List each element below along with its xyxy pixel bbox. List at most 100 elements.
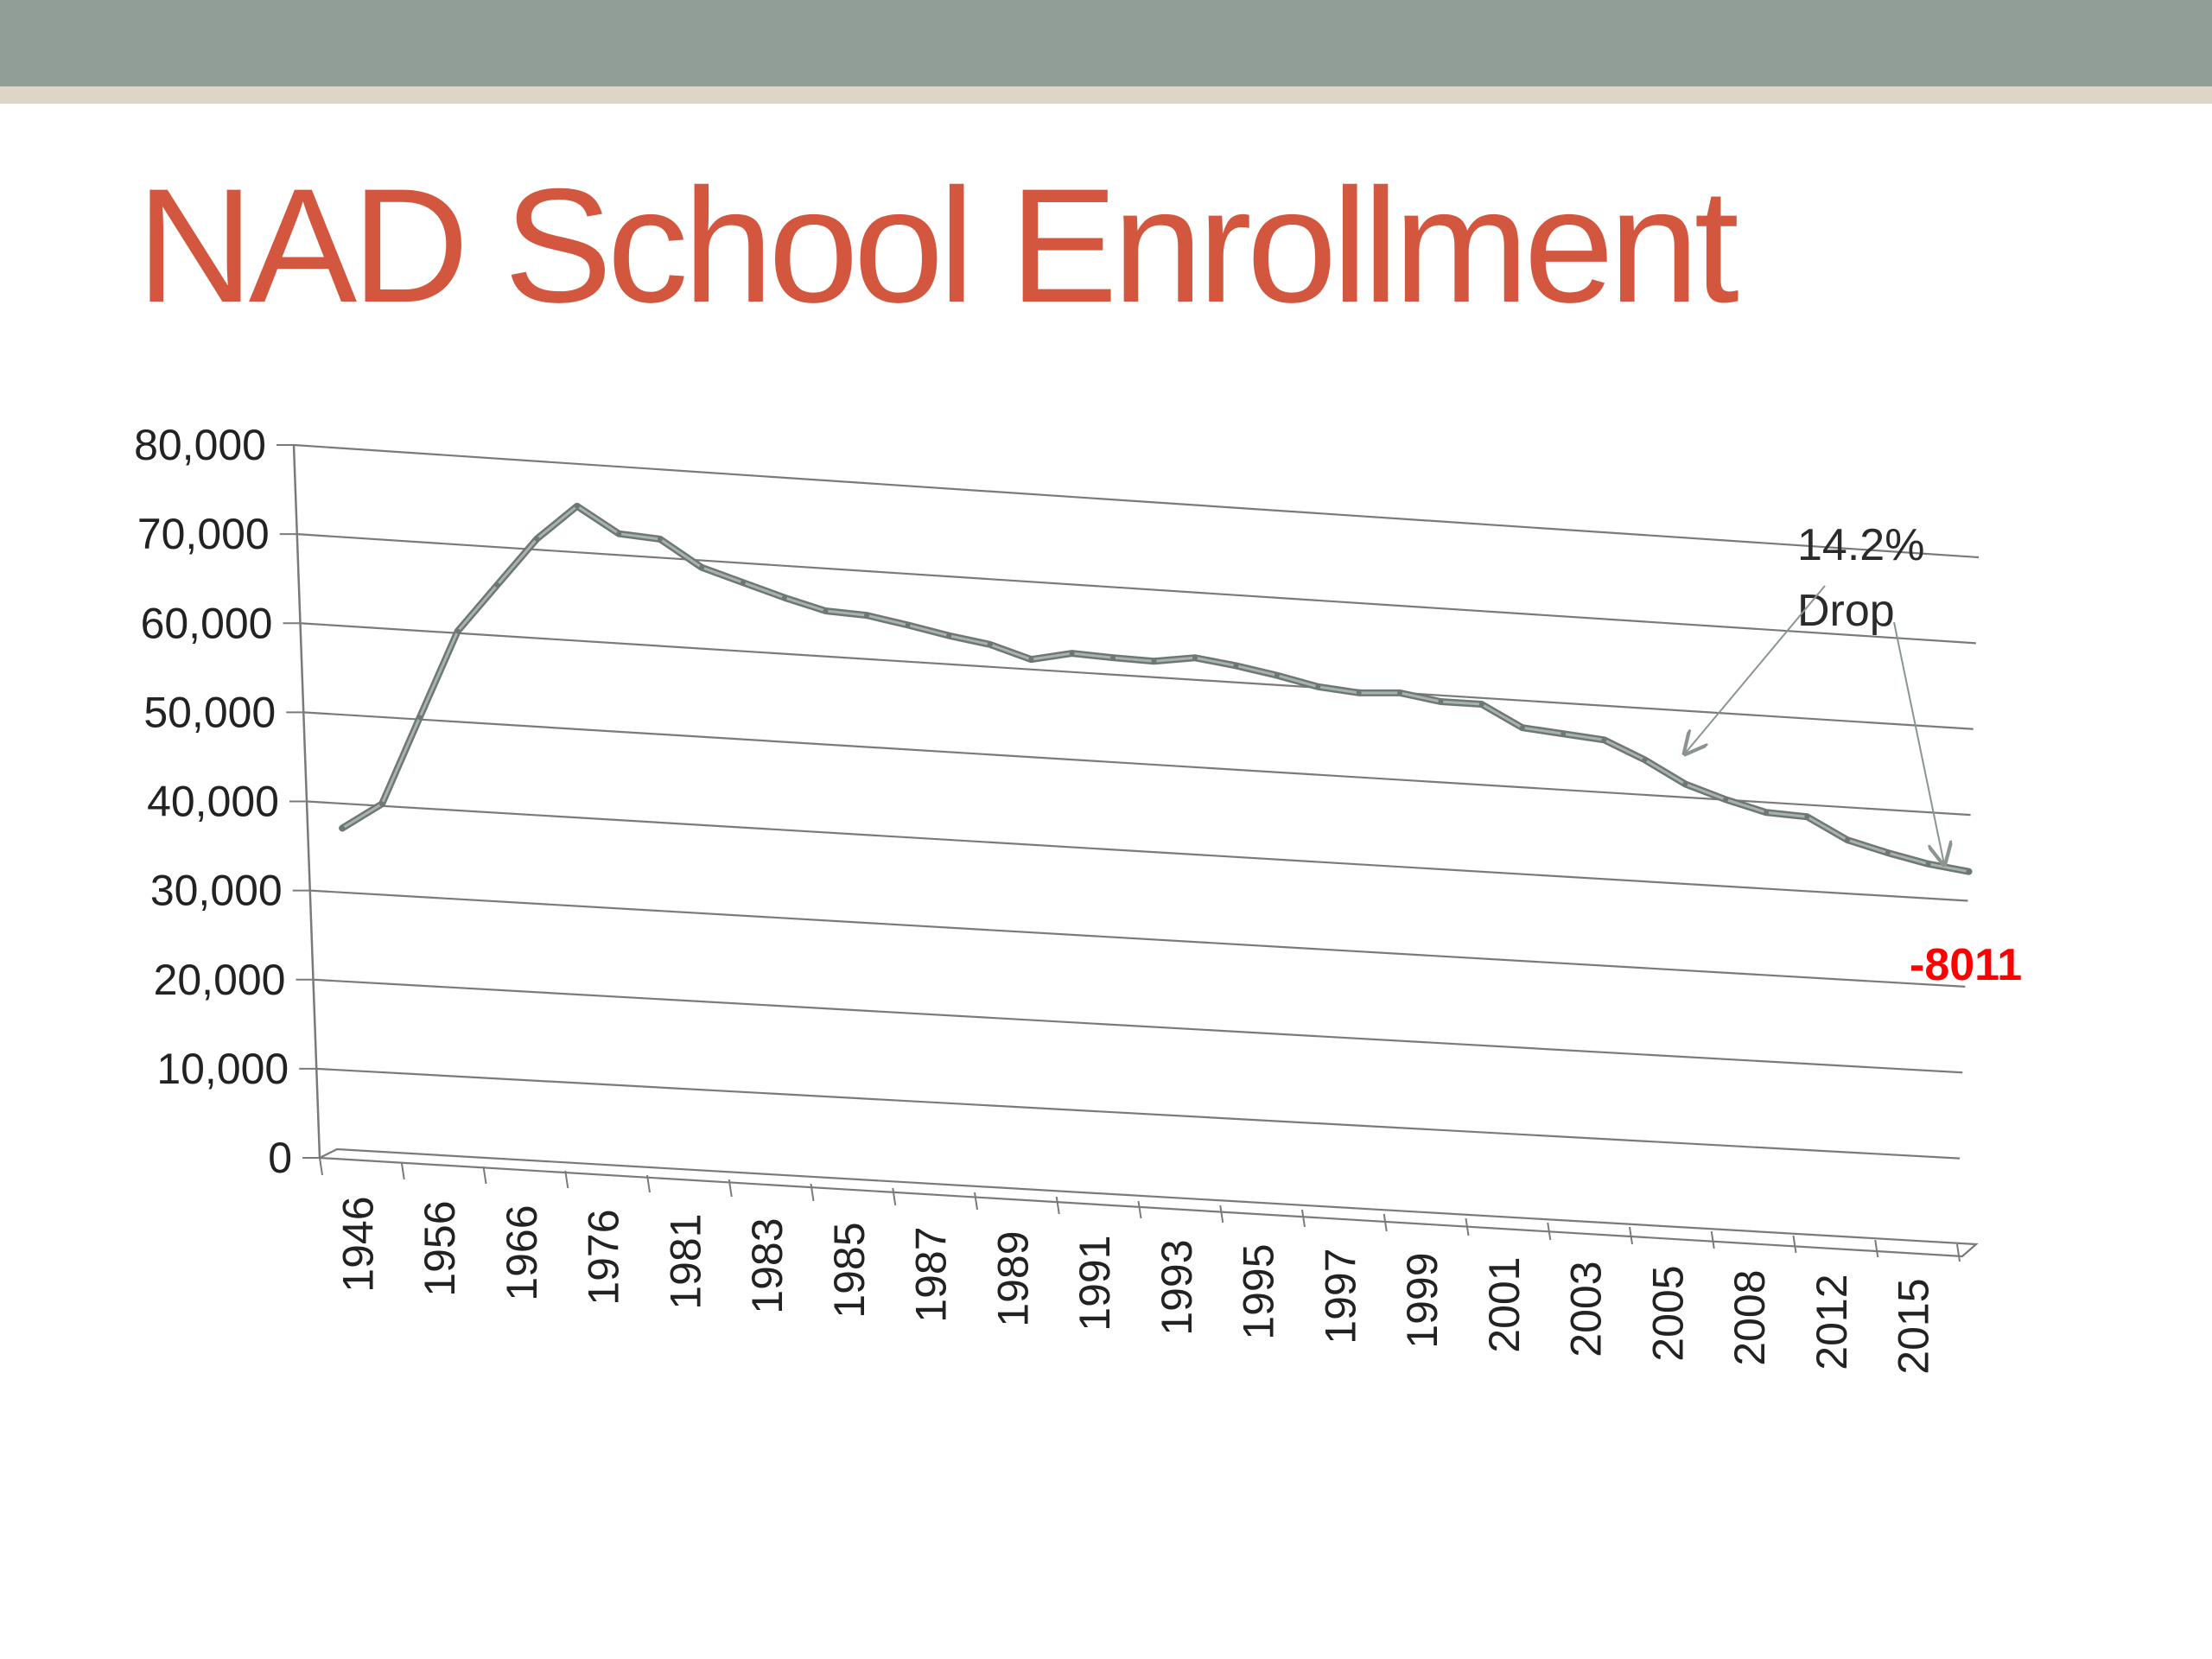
data-point: [1151, 658, 1157, 664]
y-tick-label: 50,000: [143, 688, 276, 736]
axes: [276, 444, 1979, 1262]
data-point: [905, 622, 911, 628]
data-point: [1110, 655, 1116, 661]
series-line-highlight: [341, 505, 1969, 874]
data-point: [1966, 868, 1972, 874]
data-point: [379, 801, 385, 807]
header-band: [0, 0, 2212, 86]
data-point: [1438, 698, 1444, 704]
x-tick-label: 1981: [661, 1214, 709, 1310]
data-point: [1804, 814, 1810, 820]
annotation-arrow-left: [1685, 585, 1826, 753]
data-point: [1233, 663, 1239, 669]
data-point: [1885, 849, 1891, 855]
x-tick-mark: [646, 1174, 651, 1193]
data-point: [1560, 731, 1567, 737]
data-point: [864, 613, 870, 619]
y-tick-label: 70,000: [137, 510, 270, 558]
x-tick-label: 2008: [1726, 1270, 1774, 1366]
y-tick-label: 0: [268, 1134, 292, 1182]
x-tick-label: 1989: [988, 1231, 1037, 1327]
data-point: [1192, 655, 1198, 661]
data-point: [1397, 690, 1403, 696]
x-tick-labels: 1946 1956 1966 1976 1981 1983 1985 1987 1989 1991…: [334, 1197, 1937, 1375]
x-tick-label: 2003: [1562, 1262, 1611, 1357]
data-point: [1601, 737, 1607, 743]
x-tick-label: 1993: [1153, 1240, 1201, 1336]
x-tick-mark: [728, 1179, 733, 1198]
data-point: [454, 628, 461, 634]
gridline: [306, 800, 1968, 902]
gridline: [309, 889, 1966, 988]
x-tick-label: 2015: [1890, 1279, 1938, 1375]
x-tick-label: 2005: [1643, 1266, 1692, 1362]
x-tick-mark: [1301, 1209, 1306, 1228]
x-tick-label: 1956: [416, 1201, 464, 1297]
x-tick-mark: [482, 1166, 487, 1185]
data-point: [1315, 683, 1321, 690]
gridline: [303, 711, 1971, 817]
x-tick-mark: [892, 1187, 897, 1206]
data-point: [1682, 781, 1688, 787]
x-tick-mark: [319, 1157, 323, 1176]
x-tick-label: 1966: [498, 1205, 546, 1301]
data-point: [1478, 702, 1484, 708]
x-tick-mark: [1792, 1235, 1797, 1254]
x-tick-mark: [1710, 1230, 1715, 1249]
gridlines: [293, 443, 1980, 1160]
y-tick-label: 10,000: [156, 1045, 289, 1093]
data-point: [1764, 810, 1770, 816]
data-point: [1844, 837, 1850, 843]
data-point: [534, 536, 540, 542]
data-point: [741, 580, 747, 586]
x-tick-label: 1987: [907, 1227, 956, 1323]
data-point: [987, 641, 993, 647]
x-tick-label: 1991: [1071, 1236, 1119, 1332]
x-tick-mark: [1219, 1205, 1224, 1224]
x-tick-mark: [1956, 1243, 1961, 1262]
data-point: [574, 503, 580, 509]
x-tick-mark: [1629, 1226, 1633, 1245]
y-tick-label: 40,000: [147, 778, 279, 826]
x-tick-label: 2001: [1480, 1257, 1529, 1353]
data-point: [1642, 757, 1648, 763]
data-point: [1723, 797, 1729, 803]
x-tick-mark: [1547, 1222, 1552, 1241]
x-tick-mark: [1874, 1239, 1879, 1258]
x-tick-label: 2012: [1808, 1274, 1856, 1370]
data-point: [1028, 657, 1034, 663]
x-tick-mark: [1055, 1196, 1060, 1215]
y-tick-label: 60,000: [141, 599, 273, 647]
data-point: [340, 825, 346, 831]
x-tick-label: 1983: [743, 1218, 791, 1314]
enrollment-change-label: -8011: [1910, 940, 2022, 990]
annotation-arrow-right: [1893, 621, 1944, 864]
x-tick-label: 1946: [334, 1197, 382, 1293]
data-point: [494, 582, 500, 588]
x-tick-mark: [974, 1192, 978, 1211]
data-point: [823, 608, 829, 613]
data-point: [1069, 651, 1075, 657]
x-tick-label: 1999: [1398, 1253, 1446, 1349]
x-tick-label: 1976: [580, 1210, 628, 1306]
gridline: [293, 443, 1980, 559]
y-tick-labels: 0 10,000 20,000 30,000 40,000 50,000 60,000 70,…: [134, 421, 292, 1182]
x-tick-mark: [400, 1161, 405, 1180]
drop-annotation: 14.2% Drop: [1685, 520, 1944, 864]
data-point: [1356, 690, 1362, 696]
y-axis-line: [292, 444, 321, 1159]
y-tick-label: 30,000: [150, 867, 283, 915]
gridline: [313, 978, 1963, 1074]
data-point: [1274, 672, 1280, 678]
chart-floor: [315, 1147, 1979, 1258]
x-tick-mark: [1137, 1200, 1142, 1219]
x-tick-label: 1985: [825, 1223, 874, 1319]
x-tick-mark: [1382, 1213, 1388, 1232]
y-tick-label: 80,000: [134, 421, 266, 469]
data-point: [1925, 861, 1931, 867]
annotation-percent: 14.2%: [1797, 520, 1924, 570]
data-point: [657, 536, 663, 542]
x-tick-label: 1995: [1235, 1244, 1283, 1340]
